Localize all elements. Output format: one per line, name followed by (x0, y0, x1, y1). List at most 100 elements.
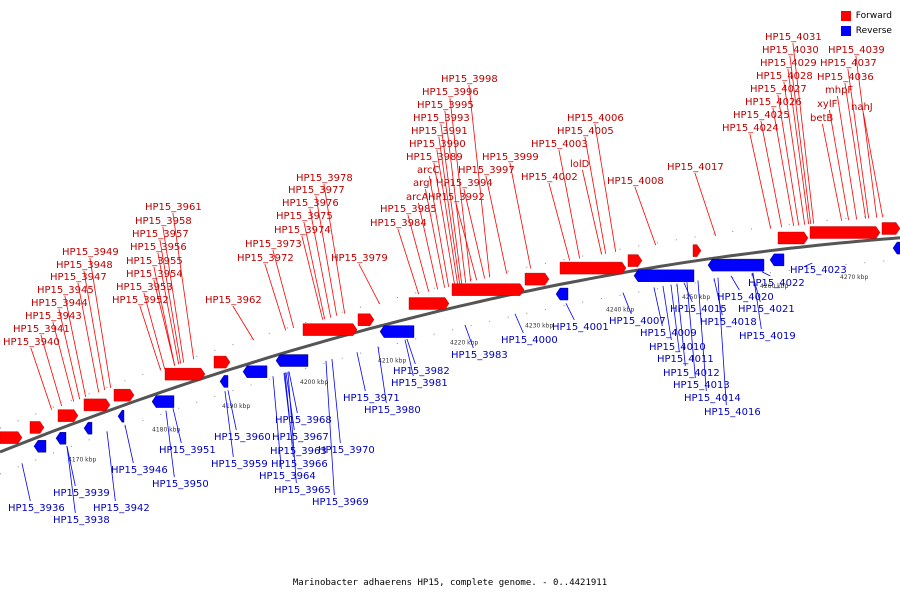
forward-gene-label: HP15_3958 (135, 216, 192, 227)
forward-gene-label: HP15_3956 (130, 242, 187, 253)
forward-leader-line (64, 295, 87, 398)
reverse-gene-label: HP15_3946 (111, 465, 168, 476)
reverse-gene (275, 354, 309, 367)
reverse-gene-label: HP15_3970 (318, 445, 375, 456)
reverse-leader-line (331, 359, 341, 444)
forward-leader-line (157, 252, 180, 365)
forward-gene-label: HP15_3976 (282, 198, 339, 209)
reverse-leader-line (406, 338, 416, 365)
forward-gene-label: HP15_3990 (409, 139, 466, 150)
forward-gene (559, 261, 627, 275)
genome-caption: Marinobacter adhaerens HP15, complete ge… (292, 578, 608, 588)
forward-gene-label: HP15_3984 (370, 218, 427, 229)
reverse-leader-line (165, 410, 175, 478)
forward-gene (408, 297, 450, 310)
forward-leader-line (303, 221, 326, 320)
forward-gene-label: HP15_4024 (722, 123, 779, 134)
legend-reverse: Reverse (840, 23, 892, 38)
forward-gene-label: HP15_3974 (274, 225, 331, 236)
reverse-swatch (840, 25, 851, 36)
reverse-leader-line (21, 463, 31, 502)
forward-gene-label: HP15_3945 (37, 285, 94, 296)
forward-gene-label: arcA (406, 192, 429, 203)
forward-gene (57, 409, 79, 422)
forward-gene-label: HP15_3999 (482, 152, 539, 163)
forward-gene (164, 367, 206, 381)
forward-gene-label: HP15_3952 (112, 295, 169, 306)
forward-leader-line (309, 208, 332, 318)
forward-gene-label: HP15_3955 (126, 256, 183, 267)
reverse-gene-label: HP15_4010 (649, 342, 706, 353)
forward-leader-line (855, 55, 878, 218)
forward-leader-line (463, 188, 486, 279)
reverse-gene (83, 421, 93, 435)
forward-leader-line (777, 94, 800, 226)
forward-leader-line (694, 172, 717, 237)
reverse-gene (151, 395, 175, 408)
axis-tick-label: 4240 kbp (606, 307, 634, 314)
reverse-gene (219, 375, 229, 388)
reverse-gene (555, 287, 569, 301)
forward-leader-line (440, 123, 463, 284)
forward-gene-label: HP15_4017 (667, 162, 724, 173)
forward-leader-line (52, 321, 75, 402)
forward-gene-label: betB (810, 113, 833, 124)
forward-gene (777, 231, 809, 245)
forward-gene-label: HP15_4037 (820, 58, 877, 69)
forward-gene-label: HP15_3993 (413, 113, 470, 124)
forward-gene-label: HP15_3957 (132, 229, 189, 240)
reverse-gene-label: HP15_3980 (364, 405, 421, 416)
reverse-leader-line (124, 424, 134, 464)
forward-leader-line (153, 279, 176, 366)
reverse-gene-label: HP15_3971 (343, 393, 400, 404)
forward-gene-label: HP15_3962 (205, 295, 262, 306)
forward-leader-line (792, 42, 815, 224)
reverse-gene (707, 258, 765, 272)
forward-leader-line (153, 266, 176, 366)
forward-leader-line (232, 305, 255, 341)
reverse-gene (633, 269, 695, 282)
forward-gene (213, 355, 231, 369)
reverse-gene-label: HP15_4001 (552, 322, 609, 333)
forward-leader-line (143, 292, 166, 370)
reverse-leader-line (377, 346, 387, 404)
forward-gene-label: HP15_3992 (428, 192, 485, 203)
reverse-leader-line (464, 324, 474, 349)
forward-leader-line (30, 347, 53, 410)
forward-gene-label: HP15_4031 (765, 32, 822, 43)
forward-gene-label: HP15_3949 (62, 247, 119, 258)
reverse-gene-label: HP15_3963 (270, 446, 327, 457)
reverse-gene-label: HP15_4019 (739, 331, 796, 342)
reverse-gene-label: HP15_4020 (717, 292, 774, 303)
forward-gene (83, 398, 111, 412)
forward-leader-line (172, 212, 195, 360)
reverse-gene (33, 440, 47, 453)
forward-gene-label: HP15_3940 (3, 337, 60, 348)
reverse-gene-label: HP15_3981 (391, 378, 448, 389)
reverse-gene-label: HP15_3950 (152, 479, 209, 490)
reverse-leader-line (514, 313, 524, 334)
reverse-gene-label: HP15_3936 (8, 503, 65, 514)
forward-gene-label: HP15_4006 (567, 113, 624, 124)
forward-leader-line (264, 263, 287, 331)
forward-leader-line (837, 95, 858, 220)
reverse-leader-line (227, 390, 237, 431)
forward-gene-label: HP15_4005 (557, 126, 614, 137)
reverse-gene-label: HP15_3964 (259, 471, 316, 482)
forward-leader-line (40, 334, 63, 407)
forward-leader-line (582, 169, 603, 255)
forward-leader-line (301, 235, 324, 320)
forward-gene-label: HP15_3943 (25, 311, 82, 322)
axis-tick-label: 4230 kbp (525, 323, 553, 330)
forward-leader-line (162, 226, 185, 363)
reverse-gene-label: HP15_3967 (272, 432, 329, 443)
legend-forward: Forward (840, 8, 892, 23)
forward-leader-line (433, 162, 456, 286)
legend: Forward Reverse (840, 8, 892, 38)
forward-gene-label: HP15_3972 (237, 253, 294, 264)
reverse-leader-line (622, 292, 632, 315)
forward-leader-line (634, 186, 657, 246)
forward-leader-line (438, 136, 461, 285)
forward-gene-label: HP15_3977 (288, 185, 345, 196)
